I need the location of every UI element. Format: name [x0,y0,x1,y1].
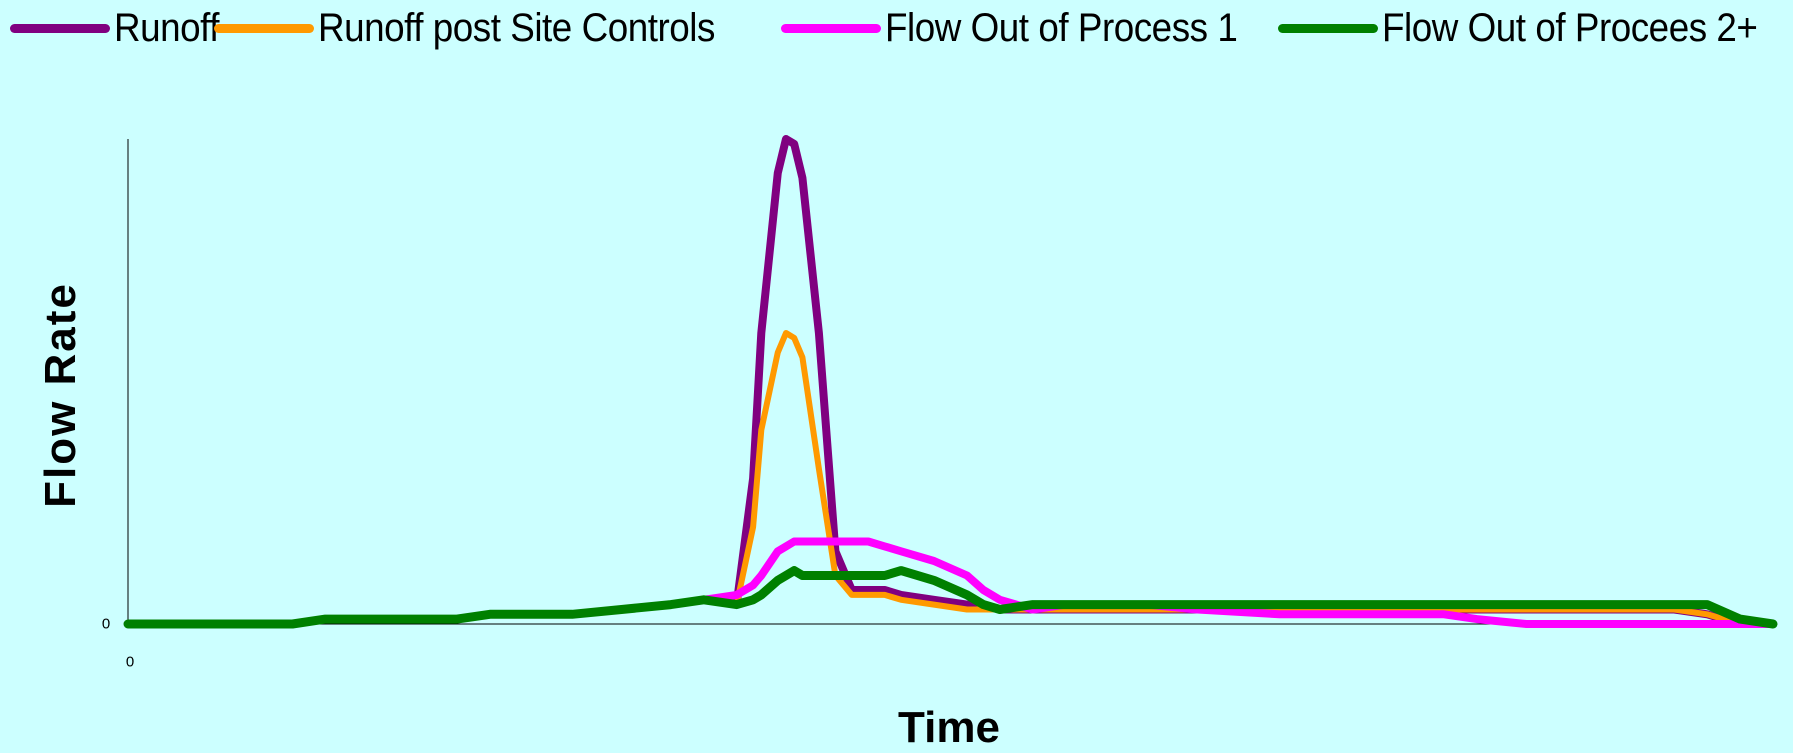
legend-item-flow-out-of-process-1: Flow Out of Process 1 [781,6,1268,50]
legend-label-runoff-post-site-controls: Runoff post Site Controls [318,5,715,50]
x-tick-label: 0 [125,653,135,671]
legend-label-flow-out-of-process-1: Flow Out of Process 1 [885,5,1238,50]
x-axis-title: Time [898,703,1000,752]
legend-swatch-runoff [10,23,110,33]
series-line-flow-out-of-procees-2 [123,566,1778,629]
legend-label-runoff: Runoff [114,5,220,50]
legend: Runoff Runoff post Site Controls Flow Ou… [0,0,1793,60]
y-axis-title: Flow Rate [36,282,85,508]
legend-item-runoff: Runoff [10,6,228,50]
legend-item-runoff-post-site-controls: Runoff post Site Controls [214,6,749,50]
series-line-runoff-post-site-controls [125,330,1776,627]
legend-swatch-flow-out-of-procees-2 [1278,23,1378,33]
series-line-runoff [124,135,1777,628]
legend-swatch-runoff-post-site-controls [214,23,314,33]
legend-swatch-flow-out-of-process-1 [781,23,881,33]
y-tick-label: 0 [101,615,111,633]
legend-label-flow-out-of-procees-2: Flow Out of Procees 2+ [1382,5,1758,50]
legend-item-flow-out-of-procees-2: Flow Out of Procees 2+ [1278,6,1790,50]
